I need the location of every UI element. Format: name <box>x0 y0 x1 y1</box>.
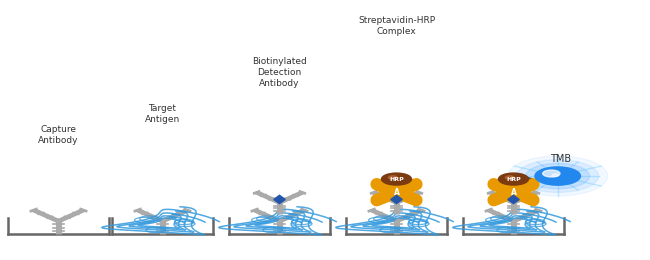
Circle shape <box>526 163 590 189</box>
Text: A: A <box>510 188 517 197</box>
Circle shape <box>552 174 559 177</box>
Text: A: A <box>393 188 400 197</box>
Text: HRP: HRP <box>389 177 404 181</box>
Circle shape <box>388 176 397 179</box>
Circle shape <box>535 167 580 185</box>
Circle shape <box>506 190 521 195</box>
Text: Capture
Antibody: Capture Antibody <box>38 125 79 145</box>
Circle shape <box>389 190 404 195</box>
Circle shape <box>505 176 514 179</box>
Polygon shape <box>391 195 402 204</box>
Circle shape <box>508 156 608 196</box>
Text: HRP: HRP <box>506 177 521 181</box>
Polygon shape <box>274 195 285 204</box>
Text: Biotinylated
Detection
Antibody: Biotinylated Detection Antibody <box>252 57 307 88</box>
Circle shape <box>517 160 599 192</box>
Circle shape <box>499 173 528 185</box>
Polygon shape <box>508 195 519 204</box>
Circle shape <box>543 170 560 177</box>
Text: Streptavidin-HRP
Complex: Streptavidin-HRP Complex <box>358 16 435 36</box>
Text: TMB: TMB <box>550 154 571 164</box>
Text: Target
Antigen: Target Antigen <box>145 104 180 124</box>
Circle shape <box>382 173 411 185</box>
